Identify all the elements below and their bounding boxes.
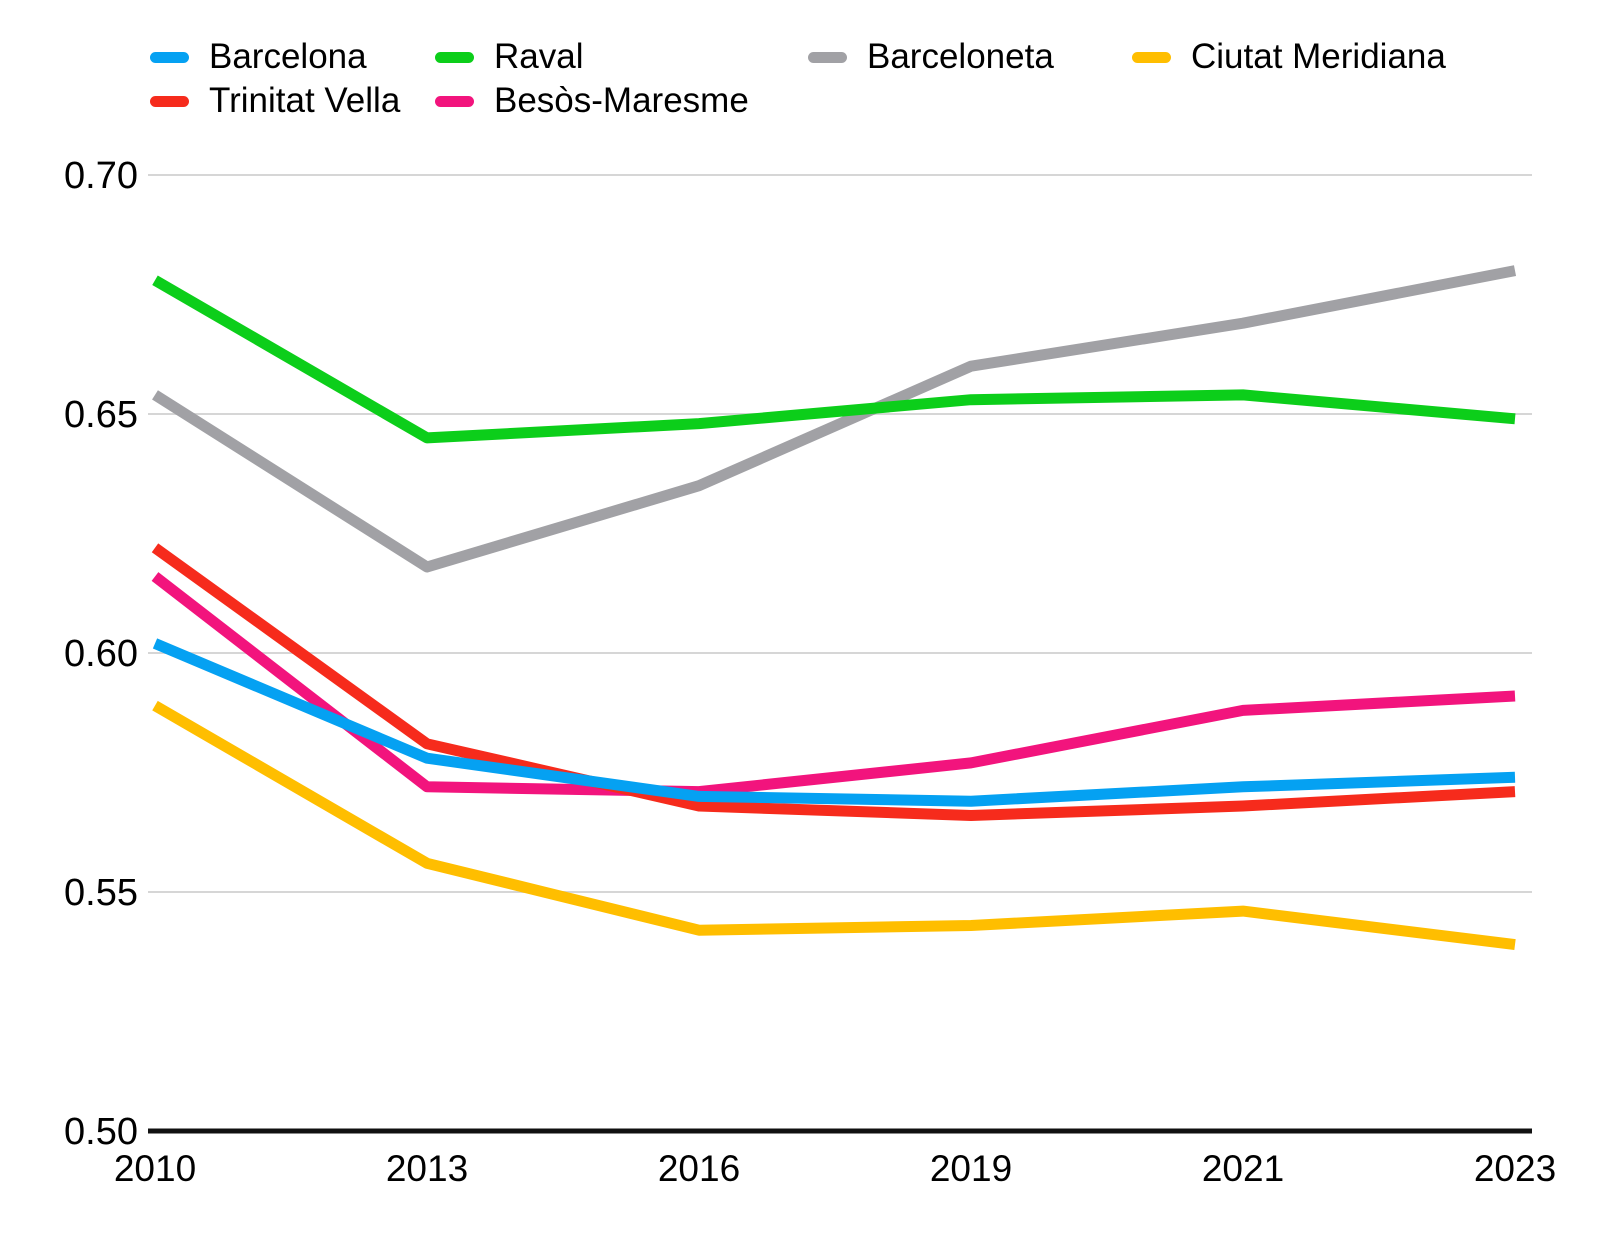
series-line-barcelona (152, 638, 1516, 807)
y-tick-label-0.65: 0.65 (64, 394, 138, 436)
legend-item-trinitat-vella: Trinitat Vella (150, 80, 400, 122)
legend-item-barcelona: Barcelona (150, 36, 367, 78)
legend-item-besos-maresme: Besòs-Maresme (435, 80, 749, 122)
x-tick-label-2021: 2021 (1202, 1148, 1284, 1189)
legend-swatch-trinitat-vella (150, 95, 189, 107)
y-tick-label-0.55: 0.55 (64, 872, 138, 914)
y-tick-label-0.70: 0.70 (64, 155, 138, 197)
chart-legend: Barcelona Raval Barceloneta Ciutat Meridian… (150, 36, 1570, 136)
legend-label-besos-maresme: Besòs-Maresme (494, 81, 749, 120)
x-tick-label-2023: 2023 (1474, 1148, 1556, 1189)
legend-item-ciutat-meridiana: Ciutat Meridiana (1132, 36, 1446, 78)
legend-label-raval: Raval (494, 37, 584, 76)
legend-item-barceloneta: Barceloneta (808, 36, 1054, 78)
series-line-raval (152, 275, 1516, 444)
legend-label-ciutat-meridiana: Ciutat Meridiana (1191, 37, 1446, 76)
y-tick-label-0.50: 0.50 (64, 1111, 138, 1153)
legend-swatch-ciutat-meridiana (1132, 51, 1171, 63)
x-tick-label-2013: 2013 (386, 1148, 468, 1189)
x-tick-label-2010: 2010 (114, 1148, 196, 1189)
legend-swatch-barceloneta (808, 51, 847, 63)
x-tick-label-2016: 2016 (658, 1148, 740, 1189)
series-line-ciutat-meridiana (152, 700, 1516, 951)
legend-item-raval: Raval (435, 36, 583, 78)
series-line-barceloneta (152, 265, 1517, 573)
series-line-besos-maresme (151, 572, 1516, 798)
y-tick-label-0.60: 0.60 (64, 633, 138, 675)
legend-swatch-raval (435, 51, 474, 63)
legend-swatch-besos-maresme (435, 95, 474, 107)
series-line-trinitat-vella (151, 543, 1516, 821)
legend-label-trinitat-vella: Trinitat Vella (209, 81, 401, 120)
legend-label-barceloneta: Barceloneta (867, 37, 1054, 76)
x-tick-label-2019: 2019 (930, 1148, 1012, 1189)
legend-label-barcelona: Barcelona (209, 37, 367, 76)
legend-swatch-barcelona (150, 51, 189, 63)
